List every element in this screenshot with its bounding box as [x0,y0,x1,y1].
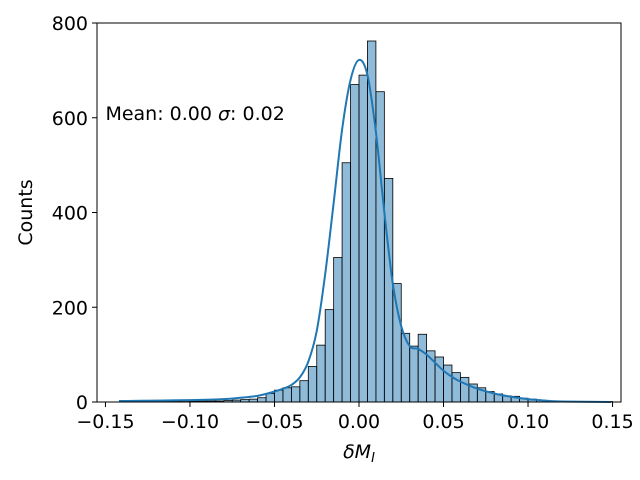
histogram-bar [409,345,419,403]
histogram-bar [307,366,318,403]
x-axis-ticks: −0.15 −0.10 −0.05 0.00 0.05 0.10 0.15 [76,402,634,433]
histogram-bar [333,257,343,403]
x-axis-label-sub: I [371,451,375,466]
annotation-mean: Mean: 0.00 [105,103,218,125]
y-axis-ticks: 0 200 400 600 800 [52,13,97,414]
histogram-bar [392,283,402,403]
y-tick-label: 800 [52,13,88,35]
x-tick-label: 0.00 [338,411,380,433]
histogram-bar [460,376,470,403]
histogram-bar [358,74,368,403]
histogram-bar [257,397,267,403]
x-tick-label: −0.15 [76,411,134,433]
histogram-bars [121,40,613,403]
x-tick-label: 0.10 [507,411,549,433]
x-tick-label: 0.15 [591,411,633,433]
histogram-bar [324,309,335,403]
y-tick-label: 600 [52,108,88,130]
x-tick-label: −0.10 [161,411,219,433]
x-tick-label: −0.05 [245,411,303,433]
y-axis-label: Counts [15,179,37,245]
x-tick-label: 0.05 [422,411,464,433]
histogram-bar [341,162,351,403]
annotation-sigma: σ [218,103,231,125]
x-axis-label: δMI [343,441,375,466]
y-tick-label: 200 [52,297,88,319]
histogram-bar [350,84,360,403]
y-tick-label: 0 [76,392,88,414]
histogram-bar [290,386,301,403]
histogram-bar [299,380,309,403]
stats-annotation: Mean: 0.00 σ: 0.02 [105,103,284,125]
histogram-bar [265,393,275,403]
annotation-sigma-value: : 0.02 [230,103,285,125]
x-axis-label-base: δM [343,441,371,463]
histogram-bar [282,387,292,403]
kde-curve [118,58,611,403]
histogram-bar [383,177,394,403]
histogram-bar [316,344,326,403]
y-tick-label: 400 [52,203,88,225]
histogram-bar [417,333,428,403]
